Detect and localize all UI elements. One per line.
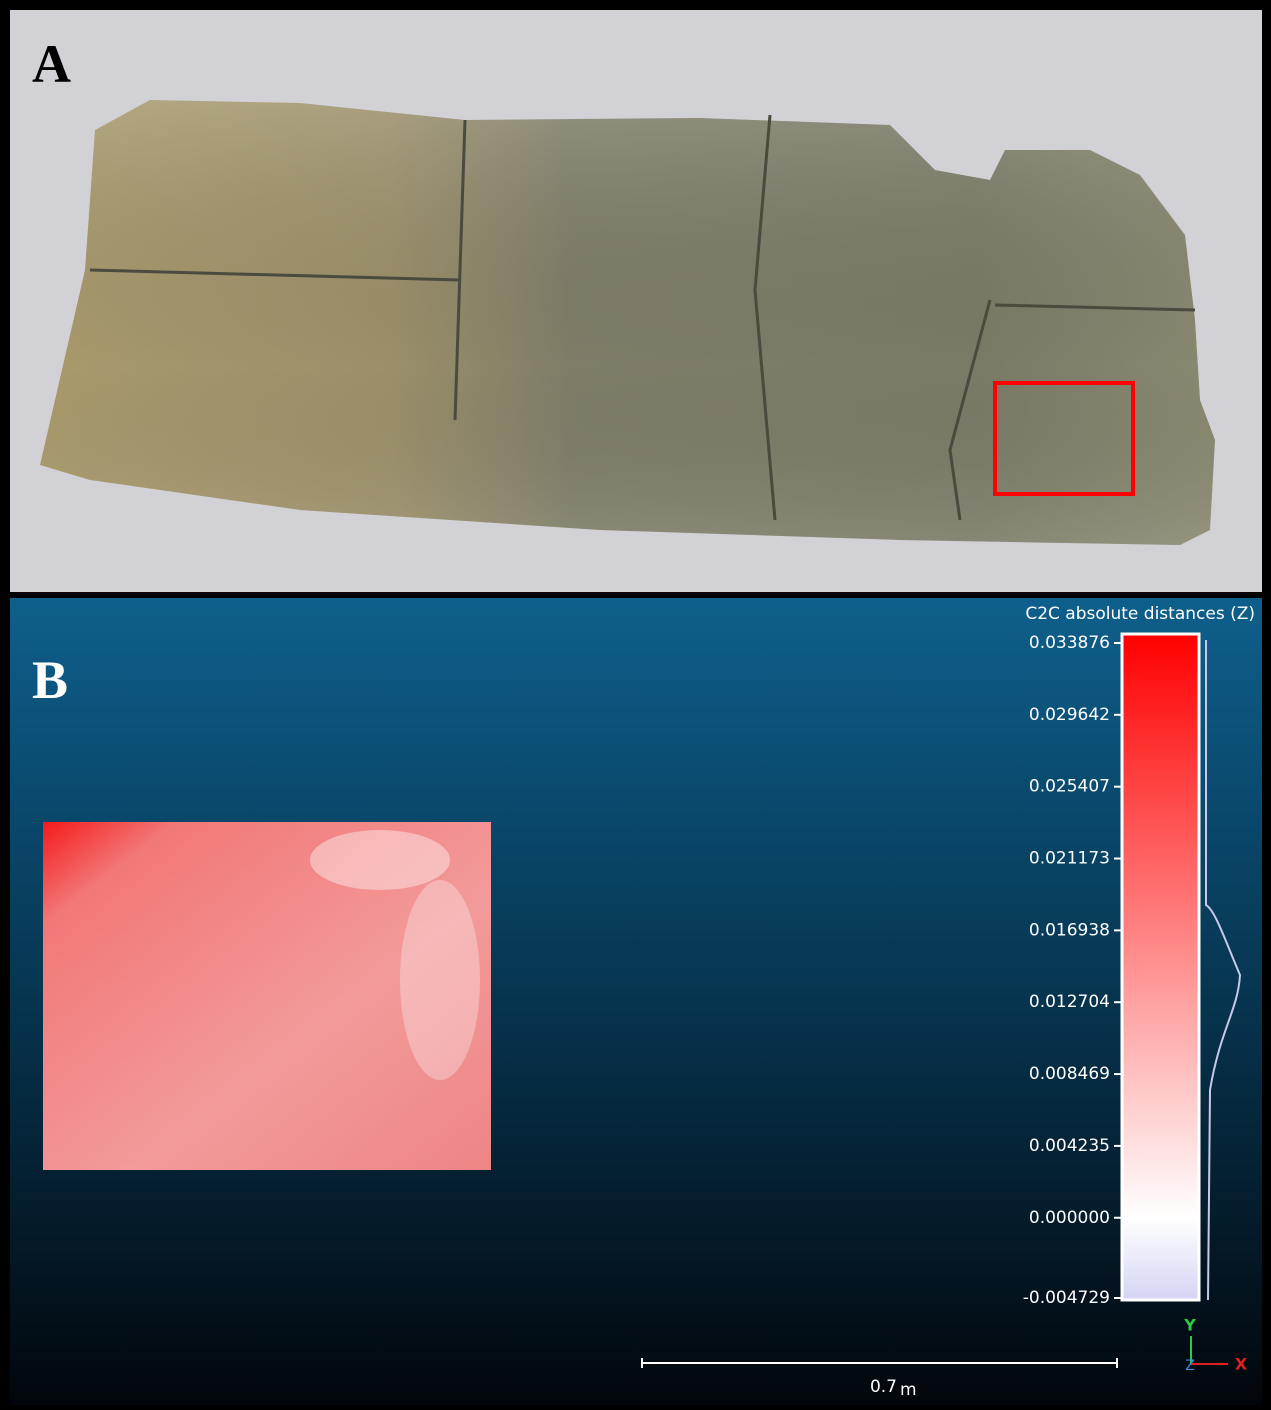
colorbar-tick-label: 0.021173 xyxy=(1029,849,1110,869)
colorbar-tick-label: 0.004235 xyxy=(1029,1136,1110,1156)
colorbar-tick-label: 0.025407 xyxy=(1029,777,1110,797)
panel-label: A xyxy=(32,34,71,94)
colorbar xyxy=(1122,634,1199,1300)
colorbar-tick-label: 0.000000 xyxy=(1029,1208,1110,1228)
axis-label: X xyxy=(1235,1355,1248,1374)
rock-shade xyxy=(40,100,1215,545)
axis-label: Z xyxy=(1185,1358,1195,1374)
colorbar-tick-label: 0.033876 xyxy=(1029,633,1110,653)
scale-bar-value: 0.7 xyxy=(870,1377,897,1397)
panel-label: B xyxy=(32,650,68,710)
colorbar-title: C2C absolute distances (Z) xyxy=(1025,604,1255,624)
scale-bar-unit: m xyxy=(900,1380,917,1400)
map-highlight xyxy=(400,880,480,1080)
map-highlight xyxy=(310,830,450,890)
colorbar-tick-label: -0.004729 xyxy=(1023,1288,1110,1308)
axis-label: Y xyxy=(1183,1316,1196,1335)
colorbar-tick-label: 0.012704 xyxy=(1029,992,1110,1012)
colorbar-tick-label: 0.029642 xyxy=(1029,705,1110,725)
colorbar-tick-label: 0.016938 xyxy=(1029,920,1110,940)
colorbar-tick-label: 0.008469 xyxy=(1029,1064,1110,1084)
figure: A B C2C absolute distances (Z) 0.033876 0… xyxy=(0,0,1271,1410)
